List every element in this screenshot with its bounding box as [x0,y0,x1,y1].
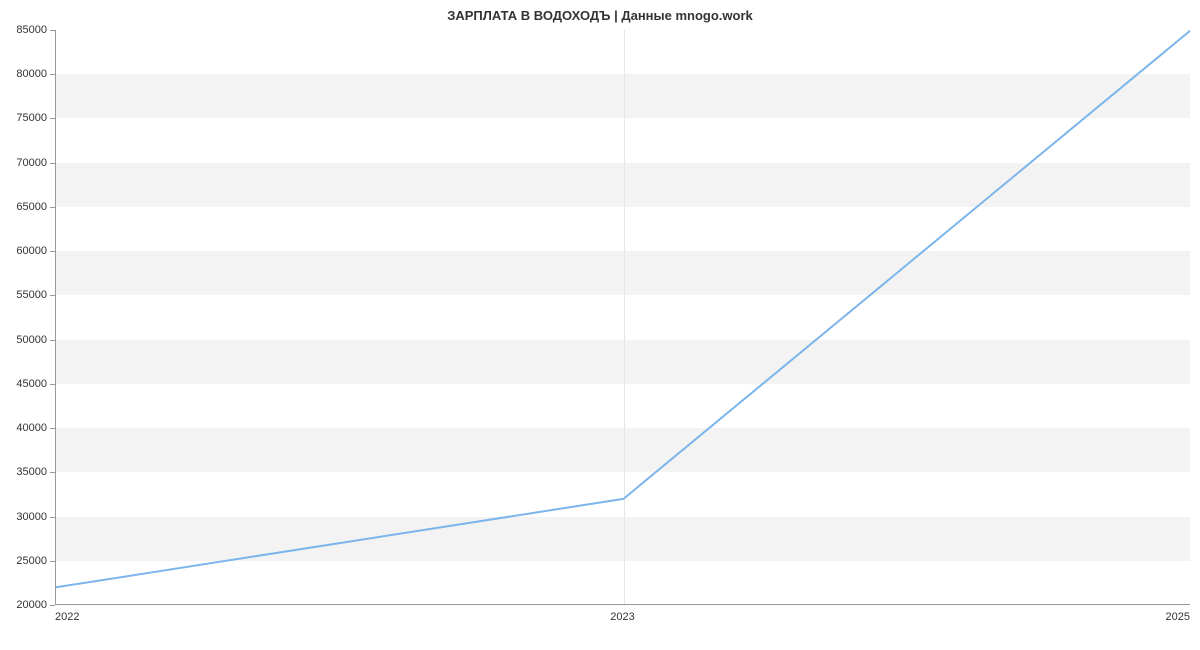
y-tick-label: 65000 [16,201,47,213]
y-tick-label: 85000 [16,24,47,36]
y-tick-label: 70000 [16,157,47,169]
y-tick-mark [50,428,55,429]
salary-line-chart: ЗАРПЛАТА В ВОДОХОДЪ | Данные mnogo.work … [0,0,1200,650]
x-tick-label: 2023 [610,611,634,623]
y-tick-mark [50,251,55,252]
y-tick-mark [50,472,55,473]
y-tick-mark [50,517,55,518]
y-tick-mark [50,561,55,562]
y-tick-label: 50000 [16,334,47,346]
y-tick-label: 80000 [16,68,47,80]
y-tick-mark [50,30,55,31]
y-tick-label: 35000 [16,466,47,478]
y-tick-mark [50,340,55,341]
plot-area [55,30,1190,605]
y-tick-mark [50,118,55,119]
x-tick-label: 2025 [1166,611,1190,623]
x-tick-label: 2022 [55,611,79,623]
chart-title: ЗАРПЛАТА В ВОДОХОДЪ | Данные mnogo.work [0,8,1200,23]
y-tick-label: 45000 [16,378,47,390]
y-tick-mark [50,207,55,208]
y-tick-mark [50,295,55,296]
y-tick-label: 60000 [16,245,47,257]
y-tick-mark [50,163,55,164]
y-tick-mark [50,384,55,385]
y-tick-mark [50,605,55,606]
y-tick-label: 75000 [16,112,47,124]
y-tick-label: 55000 [16,289,47,301]
y-tick-label: 30000 [16,511,47,523]
y-tick-label: 40000 [16,422,47,434]
y-tick-label: 20000 [16,599,47,611]
y-tick-mark [50,74,55,75]
y-tick-label: 25000 [16,555,47,567]
series-line-salary [56,30,1190,587]
line-layer [56,30,1190,605]
